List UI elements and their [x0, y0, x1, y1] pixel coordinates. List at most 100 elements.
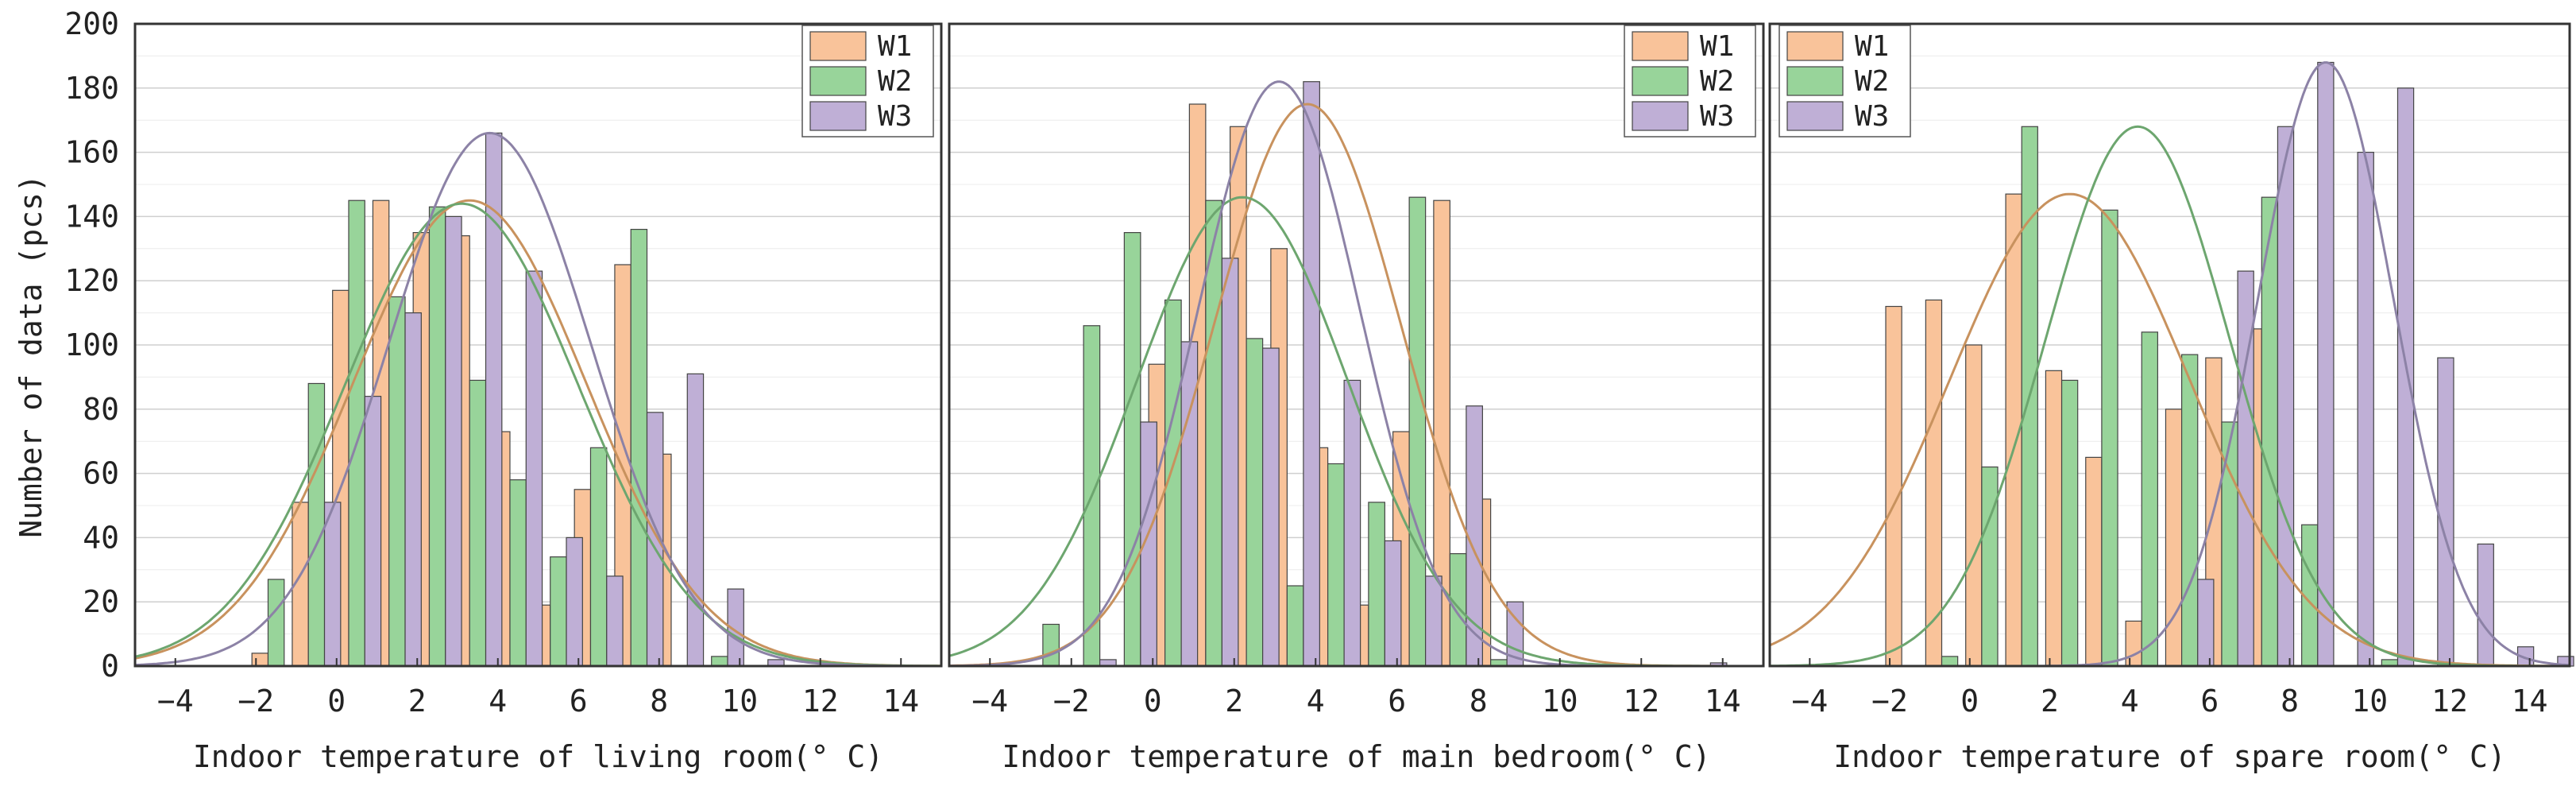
legend-label-w1: W1 — [1700, 30, 1734, 63]
legend-swatch-w3 — [1786, 101, 1844, 131]
bar-w3 — [1303, 81, 1320, 667]
x-tick-label: 12 — [802, 684, 839, 719]
bar-w2 — [589, 447, 608, 667]
legend-swatch-w1 — [809, 31, 867, 61]
y-axis-layer: 0 20 40 60 80 100 120 140 160 180 200 — [64, 6, 119, 684]
y-tick-label: 200 — [64, 6, 119, 41]
bar-w3 — [686, 373, 705, 667]
bar-w3 — [323, 502, 342, 667]
y-tick-label: 180 — [64, 71, 119, 106]
bar-w2 — [550, 556, 567, 667]
bar-w2 — [348, 200, 365, 667]
bar-w3 — [1221, 258, 1239, 667]
y-tick-label: 80 — [83, 392, 119, 427]
y-tick-label: 40 — [83, 520, 119, 555]
bar-w2 — [1449, 552, 1467, 667]
bar-w1 — [1965, 344, 1983, 667]
x-tick-label: −4 — [1791, 684, 1828, 719]
x-axis-label: Indoor temperature of main bedroom(° C) — [1002, 739, 1710, 774]
bar-w2 — [2101, 209, 2118, 667]
bar-w2 — [630, 228, 648, 667]
bar-w2 — [1368, 502, 1385, 667]
legend-swatch-w3 — [809, 101, 867, 131]
bar-w2 — [711, 656, 728, 667]
x-tick-label: 0 — [1960, 684, 1979, 719]
legend-swatch-w1 — [1786, 31, 1844, 61]
bar-w1 — [2165, 409, 2183, 667]
bar-w2 — [1981, 466, 1999, 667]
bar-w3 — [404, 312, 422, 667]
x-tick-label: 12 — [1623, 684, 1659, 719]
bar-w3 — [2396, 87, 2415, 667]
bar-w1 — [2085, 456, 2103, 667]
panel-2: −4 −2 0 2 4 6 8 10 12 14 Indoor temperature of mai… — [948, 22, 1765, 774]
bar-w2 — [2181, 354, 2199, 667]
legend-label-w1: W1 — [1855, 30, 1889, 63]
legend-swatch-w2 — [1786, 66, 1844, 96]
bar-w3 — [1425, 575, 1442, 667]
bar-w3 — [1262, 347, 1280, 667]
bar-w2 — [1327, 463, 1345, 667]
bar-w1 — [2045, 370, 2063, 667]
x-tick-label: 6 — [2200, 684, 2219, 719]
x-tick-label: 8 — [650, 684, 668, 719]
y-axis-label: Number of data (pcs) — [14, 174, 48, 538]
legend-label-w3: W3 — [1700, 100, 1734, 133]
fit-curve-w1 — [1769, 192, 2570, 668]
x-tick-label: 14 — [882, 684, 919, 719]
legend-swatch-w3 — [1632, 101, 1689, 131]
bar-w3 — [2197, 579, 2215, 667]
legend-label-w3: W3 — [878, 100, 912, 133]
panel-1: −4 −2 0 2 4 6 8 10 12 14 Indoor temperature of liv… — [133, 22, 943, 774]
x-tick-label: 4 — [1307, 684, 1325, 719]
bar-w3 — [2317, 61, 2335, 667]
bar-w2 — [1408, 196, 1427, 667]
legend-swatch-w2 — [1632, 66, 1689, 96]
bar-w1 — [1885, 305, 1902, 667]
x-tick-label: 2 — [1225, 684, 1243, 719]
x-tick-label: 8 — [2281, 684, 2299, 719]
legend-label-w2: W2 — [1855, 65, 1889, 98]
bar-w3 — [2437, 357, 2454, 667]
x-tick-label: 10 — [2351, 684, 2388, 719]
bar-w2 — [267, 579, 285, 667]
bar-w3 — [525, 270, 543, 667]
bar-w2 — [2141, 331, 2158, 667]
x-tick-label: 4 — [2121, 684, 2139, 719]
bar-w3 — [485, 132, 503, 667]
bar-w2 — [428, 206, 446, 667]
bar-w2 — [1123, 232, 1141, 667]
x-tick-label: 12 — [2431, 684, 2468, 719]
x-tick-label: 10 — [721, 684, 758, 719]
x-tick-label: −4 — [157, 684, 194, 719]
x-tick-label: 2 — [2041, 684, 2059, 719]
x-tick-label: 6 — [1388, 684, 1406, 719]
bar-w3 — [606, 575, 624, 667]
bar-w1 — [2125, 620, 2142, 667]
fit-curve-w2 — [1769, 125, 2570, 668]
x-tick-label: 2 — [408, 684, 427, 719]
fit-curve-w2 — [134, 202, 941, 668]
plot-frame — [1768, 22, 2571, 668]
fit-curve-w3 — [134, 131, 941, 668]
x-axis-label: Indoor temperature of spare room(° C) — [1833, 739, 2505, 774]
bar-w3 — [445, 215, 462, 667]
x-tick-label: 0 — [327, 684, 346, 719]
bar-w3 — [2477, 543, 2494, 667]
plot-frame — [133, 22, 943, 668]
x-tick-label: 4 — [489, 684, 507, 719]
x-tick-label: 14 — [2512, 684, 2548, 719]
legend-label-w2: W2 — [1700, 65, 1734, 98]
bar-w1 — [251, 653, 269, 667]
plot-frame — [948, 22, 1765, 668]
bar-w2 — [1941, 656, 1959, 667]
bar-w2 — [469, 379, 487, 667]
y-tick-label: 20 — [83, 584, 119, 619]
bar-w2 — [509, 479, 527, 667]
x-tick-label: −4 — [971, 684, 1008, 719]
